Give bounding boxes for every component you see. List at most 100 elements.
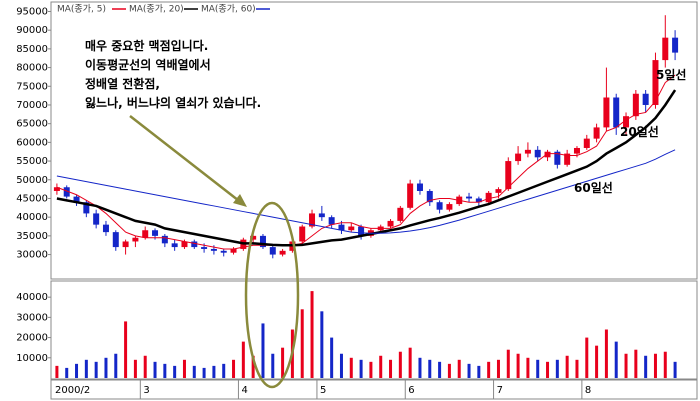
y-tick-label: 45000 <box>16 193 48 204</box>
volume-bar <box>663 351 667 378</box>
volume-bar <box>673 361 677 378</box>
y-tick-label: 60000 <box>16 137 48 148</box>
volume-bar <box>644 355 648 378</box>
volume-bar <box>379 355 383 378</box>
candle-body <box>672 37 679 53</box>
volume-bar <box>418 357 422 378</box>
date-strip <box>50 379 698 400</box>
volume-bar <box>153 361 157 378</box>
volume-bar <box>330 337 334 378</box>
candle-body <box>652 60 659 105</box>
candle-body <box>230 248 237 253</box>
candle-body <box>83 202 90 214</box>
candle-body <box>358 226 365 236</box>
volume-bar <box>182 359 186 378</box>
volume-bar <box>369 361 373 378</box>
candle-body <box>142 230 149 238</box>
candle-body <box>201 247 208 249</box>
annotation: 이동평균선의 역배열에서 <box>85 57 211 72</box>
volume-bar <box>516 353 520 378</box>
candle-body <box>466 196 473 199</box>
volume-bar <box>94 361 98 378</box>
volume-bar <box>310 291 314 378</box>
candle-body <box>152 230 159 236</box>
candle-body <box>534 149 541 158</box>
candle-body <box>161 235 168 244</box>
y-tick-label: 80000 <box>16 63 48 74</box>
candle-body <box>93 213 100 225</box>
y-tick-label: 40000 <box>16 212 48 223</box>
candle-body <box>593 127 600 139</box>
y-tick-label: 30000 <box>16 250 48 261</box>
annotation: 잃느나, 버느냐의 열쇠가 있습니다. <box>85 95 261 110</box>
legend-label: MA(종가, 20) <box>129 4 184 15</box>
y-tick-label: 50000 <box>16 175 48 186</box>
volume-bar <box>124 321 128 378</box>
volume-bar <box>173 365 177 378</box>
volume-bar <box>428 359 432 378</box>
candle-body <box>102 224 109 233</box>
candle-body <box>112 232 119 248</box>
candle-body <box>485 192 492 203</box>
candle-body <box>495 189 502 193</box>
candle-body <box>544 151 551 158</box>
candle-body <box>309 213 316 227</box>
line-label: 60일선 <box>574 180 613 195</box>
candle-body <box>564 153 571 165</box>
candle-body <box>73 196 80 203</box>
y-tick-label: 55000 <box>16 156 48 167</box>
y-tick-label: 85000 <box>16 44 48 55</box>
volume-bar <box>447 363 451 378</box>
candle-body <box>603 97 610 128</box>
volume-bar <box>261 323 265 378</box>
candle-body <box>397 207 404 221</box>
volume-bar <box>359 359 363 378</box>
candle-body <box>279 250 286 255</box>
volume-bar <box>477 365 481 378</box>
legend-label: MA(종가, 5) <box>57 4 106 15</box>
volume-frame <box>50 280 698 380</box>
volume-bar <box>496 359 500 378</box>
volume-bar <box>438 361 442 378</box>
x-tick-label: 3 <box>143 385 149 396</box>
candle-body <box>181 241 188 248</box>
annotation: 매우 중요한 맥점입니다. <box>85 38 208 53</box>
candle-body <box>171 243 178 248</box>
volume-bar <box>506 349 510 378</box>
candle-body <box>642 93 649 105</box>
y-tick-label: 40000 <box>16 292 48 303</box>
candle-body <box>573 147 580 154</box>
candle-body <box>122 241 129 248</box>
candle-body <box>505 161 512 190</box>
x-tick-label: 2000/2 <box>55 385 90 396</box>
ma-line <box>56 89 677 247</box>
legend-label: MA(종가, 60) <box>201 4 256 15</box>
candle-body <box>53 187 60 191</box>
volume-bar <box>65 367 69 378</box>
volume-bar <box>604 329 608 378</box>
candle-body <box>436 202 443 210</box>
y-tick-label: 95000 <box>16 6 48 17</box>
volume-bar <box>320 311 324 378</box>
volume-bar <box>487 361 491 378</box>
volume-bar <box>634 349 638 378</box>
x-tick-label: 7 <box>497 385 503 396</box>
candle-body <box>63 187 70 197</box>
candle-body <box>446 204 453 210</box>
y-tick-label: 70000 <box>16 100 48 111</box>
candle-body <box>269 247 276 255</box>
volume-bar <box>251 355 255 378</box>
volume-bar <box>55 365 59 378</box>
line-label: 20일선 <box>620 124 659 139</box>
candle-body <box>662 37 669 61</box>
volume-bar <box>114 353 118 378</box>
volume-bar <box>281 347 285 378</box>
candle-body <box>515 153 522 162</box>
y-tick-label: 10000 <box>16 353 48 364</box>
volume-bar <box>133 359 137 378</box>
volume-bar <box>398 351 402 378</box>
volume-bar <box>457 359 461 378</box>
annotation: 정배열 전환점, <box>85 76 160 91</box>
y-tick-label: 20000 <box>16 333 48 344</box>
